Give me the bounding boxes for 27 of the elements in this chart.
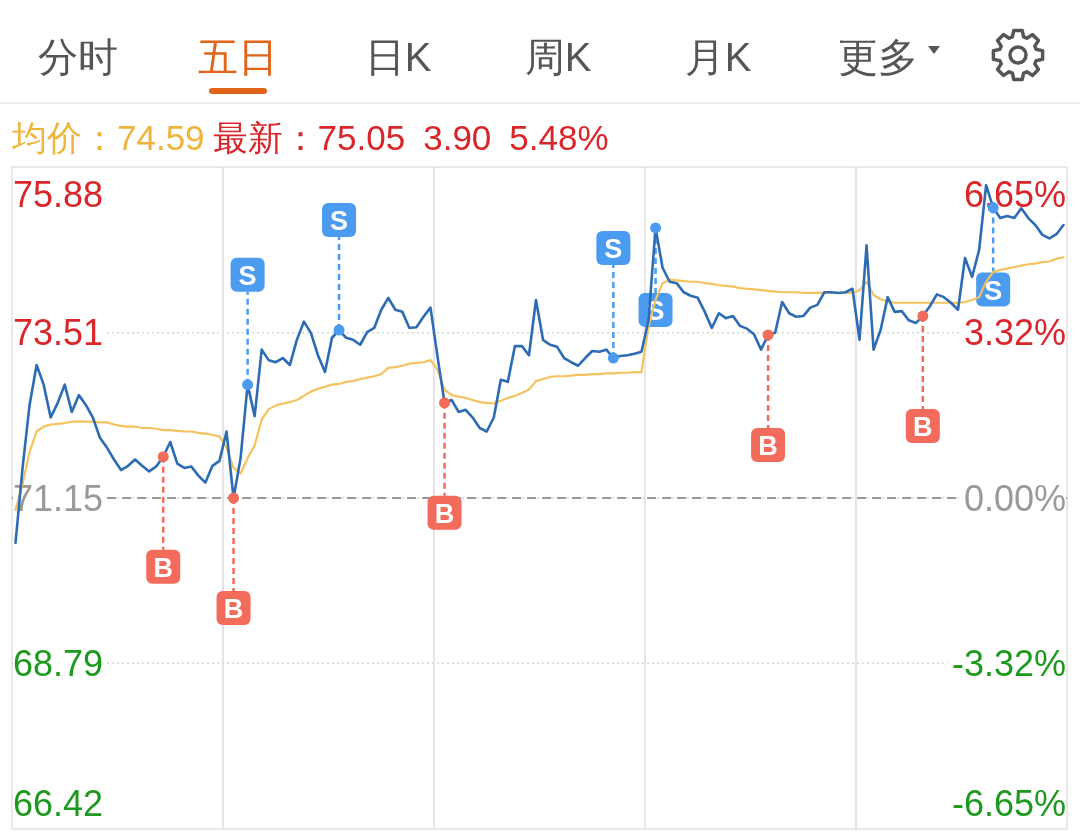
y-tick-label: 68.79 [13, 642, 104, 684]
tab-label: 更多 [838, 35, 918, 79]
text: S [238, 260, 257, 291]
text: S [330, 206, 349, 237]
quote-label: 3.90 [423, 118, 492, 157]
y-tick-label: 66.42 [13, 783, 104, 824]
tab-label: 月K [684, 35, 752, 79]
quote-label: 均价：74.59 [12, 118, 205, 157]
tab-label: 日K [364, 35, 432, 79]
series-label: S [604, 234, 623, 265]
tab-label: 分时 [38, 35, 118, 79]
tab-label: 周K [524, 35, 592, 79]
y2-tick-label: -3.32% [951, 642, 1066, 684]
text: B [758, 430, 778, 461]
y2-tick-label: -6.65% [951, 783, 1066, 824]
y2-tick-label: 3.32% [963, 312, 1066, 354]
quote-label: 5.48% [509, 118, 609, 157]
y2-tick-label: 0.00% [963, 477, 1066, 519]
text: B [153, 552, 173, 583]
text: B [223, 594, 244, 624]
text: B [913, 412, 933, 443]
text: B [434, 498, 455, 529]
tab-label: 五日 [198, 35, 278, 79]
text: S [984, 275, 1003, 306]
quote-label: 最新：75.05 [212, 118, 406, 157]
y-tick-label: 73.51 [13, 312, 104, 354]
y-tick-label: 75.88 [13, 174, 104, 215]
